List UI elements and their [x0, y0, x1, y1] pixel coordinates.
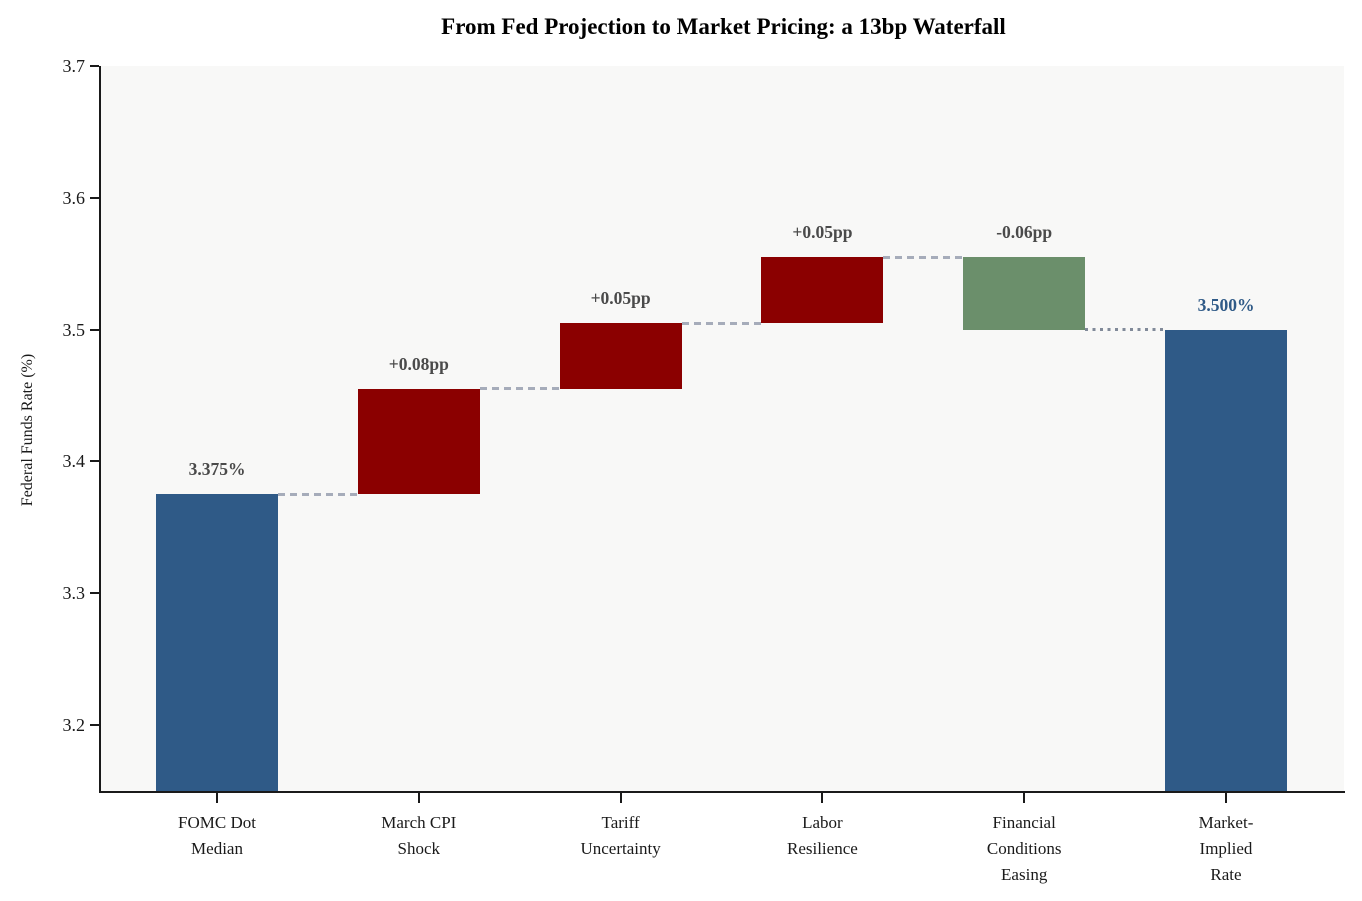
x-tick-label-line: Conditions: [986, 839, 1062, 858]
connector-dotted: [1085, 328, 1165, 332]
x-tick-label-line: Tariff: [601, 813, 640, 832]
x-tick-label: Market- Implied Rate: [1136, 810, 1316, 888]
x-tick-label-line: Uncertainty: [580, 839, 661, 858]
x-tick: [1023, 791, 1026, 803]
y-tick: [90, 460, 99, 463]
plot-content: 3.2 3.3 3.4 3.5 3.6 3.7 3.375% +0.08pp +0.05pp +0…: [63, 56, 1344, 884]
x-tick: [216, 791, 218, 803]
x-tick-label-line: Resilience: [786, 839, 858, 858]
x-tick-label-line: Rate: [1210, 865, 1242, 884]
x-tick-label-line: Financial: [992, 813, 1056, 832]
y-tick: [90, 592, 99, 595]
y-tick-label: 3.2: [62, 715, 86, 736]
x-tick-label-line: Labor: [802, 813, 843, 832]
y-tick-label: 3.6: [62, 187, 86, 208]
x-tick-label: Tariff Uncertainty: [531, 810, 711, 862]
y-axis-label: Federal Funds Rate (%): [19, 353, 36, 507]
x-tick-label: Financial Conditions Easing: [934, 810, 1114, 888]
x-tick-label: March CPI Shock: [329, 810, 509, 862]
connector-dashed: [479, 387, 560, 391]
x-tick-label-line: Market-: [1198, 813, 1254, 832]
x-tick-label-line: FOMC Dot: [178, 813, 256, 832]
y-axis-spine: [99, 66, 101, 793]
connector-dashed: [278, 492, 358, 496]
bar-value-label: +0.05pp: [590, 288, 651, 309]
x-tick-label-line: Shock: [397, 839, 441, 858]
chart-title: From Fed Projection to Market Pricing: a…: [441, 14, 1006, 39]
plot-area: [101, 66, 1344, 791]
bar-value-label: 3.375%: [188, 459, 246, 480]
y-tick: [90, 196, 99, 199]
x-axis-spine: [99, 791, 1345, 793]
x-tick: [821, 791, 824, 803]
x-tick-label: Labor Resilience: [732, 810, 912, 862]
bar-increase: [357, 388, 480, 495]
bar-total: [1165, 329, 1287, 791]
y-tick: [90, 724, 99, 727]
y-tick-label: 3.7: [62, 56, 86, 76]
bar-value-label: +0.08pp: [388, 353, 449, 374]
x-tick-label-line: Implied: [1199, 839, 1253, 858]
bar-value-label: 3.500%: [1197, 294, 1255, 315]
y-tick-label: 3.4: [62, 451, 86, 472]
y-tick-label: 3.3: [62, 583, 86, 604]
x-tick-label-line: March CPI: [381, 813, 457, 832]
y-tick-label: 3.5: [62, 319, 86, 340]
bar-increase: [761, 257, 884, 324]
connector-dashed: [681, 321, 762, 325]
x-tick-label: FOMC Dot Median: [127, 810, 307, 862]
bar-value-label: +0.05pp: [792, 222, 853, 243]
y-tick: [90, 65, 99, 67]
bar-decrease: [963, 257, 1086, 330]
x-tick-label-line: Easing: [1001, 865, 1048, 884]
x-tick: [1225, 791, 1227, 803]
bar-value-label: -0.06pp: [996, 222, 1053, 243]
bar-total: [156, 494, 278, 791]
x-tick: [417, 791, 420, 803]
x-tick-label-line: Median: [191, 839, 243, 858]
bar-increase: [559, 323, 682, 389]
connector-dashed: [883, 255, 964, 259]
x-tick: [619, 791, 622, 803]
y-tick: [90, 328, 99, 331]
